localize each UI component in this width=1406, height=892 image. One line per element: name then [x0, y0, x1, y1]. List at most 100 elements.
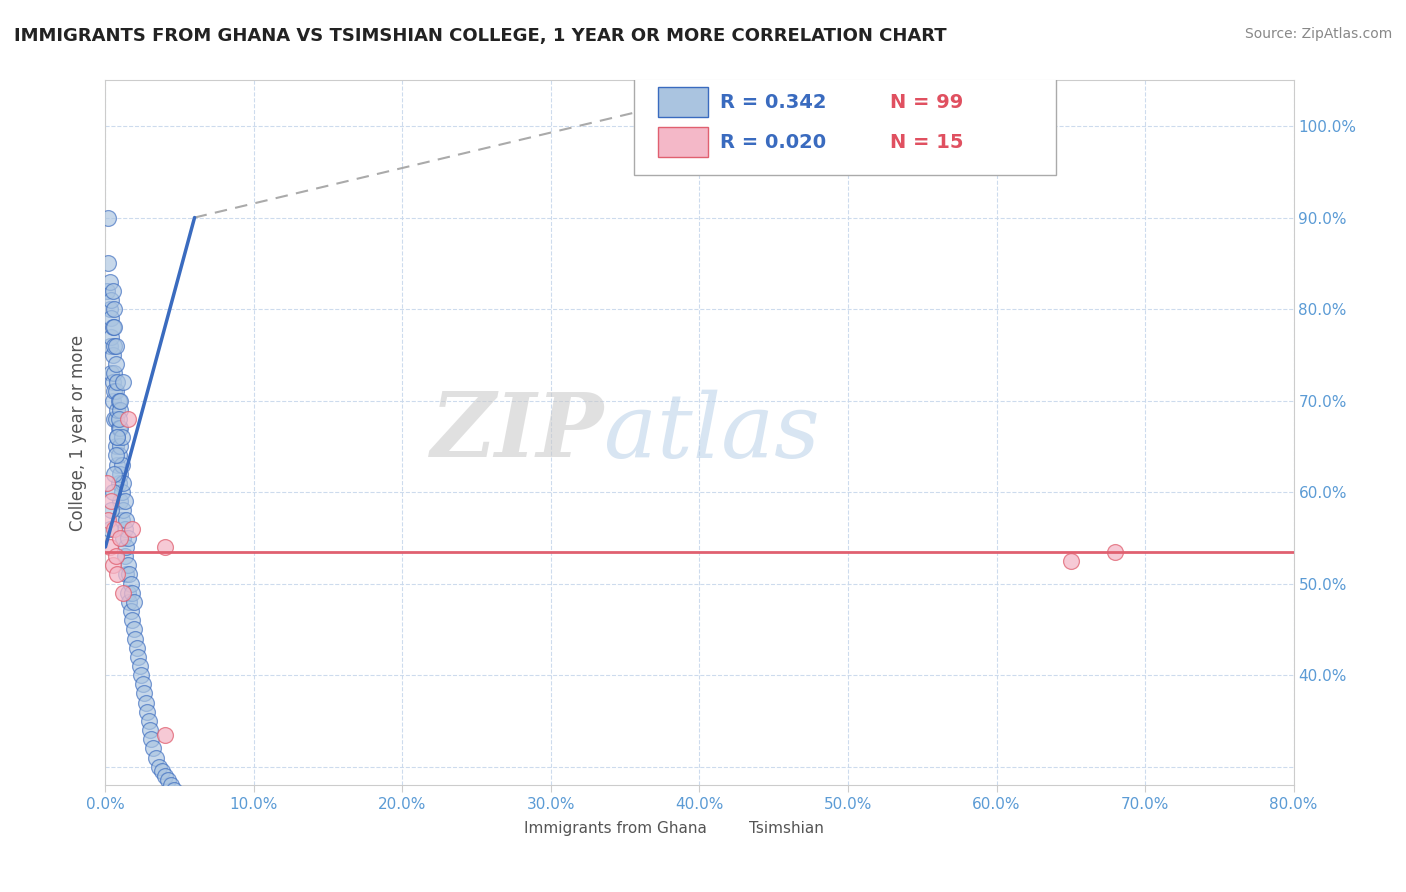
Point	[103, 522, 125, 536]
Point	[180, 810, 202, 824]
Point	[129, 668, 152, 682]
Text: Immigrants from Ghana: Immigrants from Ghana	[523, 822, 707, 836]
Point	[112, 376, 135, 390]
Point	[100, 293, 122, 307]
Point	[105, 430, 128, 444]
Point	[110, 531, 132, 545]
Point	[104, 384, 127, 399]
FancyBboxPatch shape	[658, 87, 707, 117]
Point	[118, 595, 141, 609]
Text: N = 15: N = 15	[890, 133, 963, 152]
Point	[110, 402, 132, 417]
Point	[110, 494, 132, 508]
Point	[127, 649, 149, 664]
Point	[98, 540, 121, 554]
Point	[105, 430, 128, 444]
Point	[110, 421, 132, 435]
Point	[110, 439, 132, 453]
Point	[104, 549, 127, 564]
Point	[103, 339, 125, 353]
Point	[112, 475, 135, 490]
Point	[115, 567, 138, 582]
Point	[1060, 554, 1083, 568]
Point	[100, 503, 122, 517]
Point	[98, 522, 121, 536]
Point	[131, 677, 153, 691]
Point	[163, 782, 186, 797]
Point	[100, 311, 122, 326]
FancyBboxPatch shape	[703, 819, 744, 839]
Point	[141, 732, 163, 747]
Point	[150, 764, 173, 779]
Point	[138, 714, 160, 728]
Point	[145, 750, 167, 764]
Point	[110, 467, 132, 481]
Point	[101, 284, 124, 298]
Point	[103, 366, 125, 380]
Point	[118, 567, 141, 582]
Point	[104, 339, 127, 353]
Point	[117, 558, 139, 573]
Point	[139, 723, 162, 737]
Point	[110, 393, 132, 408]
Point	[120, 576, 142, 591]
Point	[148, 759, 170, 773]
Point	[156, 773, 179, 788]
Point	[135, 696, 157, 710]
Point	[153, 728, 176, 742]
Point	[103, 320, 125, 334]
Point	[153, 769, 176, 783]
Point	[97, 512, 120, 526]
Point	[103, 467, 125, 481]
Point	[112, 586, 135, 600]
Point	[122, 595, 145, 609]
Y-axis label: College, 1 year or more: College, 1 year or more	[69, 334, 87, 531]
Point	[103, 412, 125, 426]
Point	[108, 393, 131, 408]
Text: atlas: atlas	[605, 389, 820, 476]
Point	[112, 503, 135, 517]
Text: R = 0.020: R = 0.020	[720, 133, 825, 152]
Point	[108, 412, 131, 426]
Point	[117, 531, 139, 545]
Point	[98, 275, 121, 289]
Point	[125, 640, 148, 655]
Point	[101, 393, 124, 408]
Point	[111, 485, 134, 500]
Point	[101, 320, 124, 334]
Point	[105, 567, 128, 582]
Text: R = 0.342: R = 0.342	[720, 93, 827, 112]
Point	[104, 449, 127, 463]
Point	[142, 741, 165, 756]
Point	[101, 558, 124, 573]
Point	[128, 659, 150, 673]
Point	[105, 376, 128, 390]
Point	[159, 778, 181, 792]
Point	[120, 604, 142, 618]
Point	[117, 586, 139, 600]
Text: Source: ZipAtlas.com: Source: ZipAtlas.com	[1244, 27, 1392, 41]
Point	[108, 475, 131, 490]
Text: ZIP: ZIP	[432, 390, 605, 475]
Point	[97, 256, 120, 270]
Point	[96, 284, 118, 298]
Point	[101, 376, 124, 390]
Point	[183, 814, 205, 829]
Point	[172, 797, 194, 811]
FancyBboxPatch shape	[658, 128, 707, 157]
Point	[132, 686, 155, 700]
Point	[115, 512, 138, 526]
Point	[121, 522, 143, 536]
Point	[115, 540, 138, 554]
Point	[103, 384, 125, 399]
Point	[1104, 544, 1126, 558]
Point	[100, 329, 122, 343]
Text: N = 99: N = 99	[890, 93, 963, 112]
Point	[153, 540, 176, 554]
Point	[108, 421, 131, 435]
FancyBboxPatch shape	[477, 819, 517, 839]
Point	[96, 475, 118, 490]
Point	[111, 430, 134, 444]
Point	[114, 522, 136, 536]
Point	[121, 586, 143, 600]
